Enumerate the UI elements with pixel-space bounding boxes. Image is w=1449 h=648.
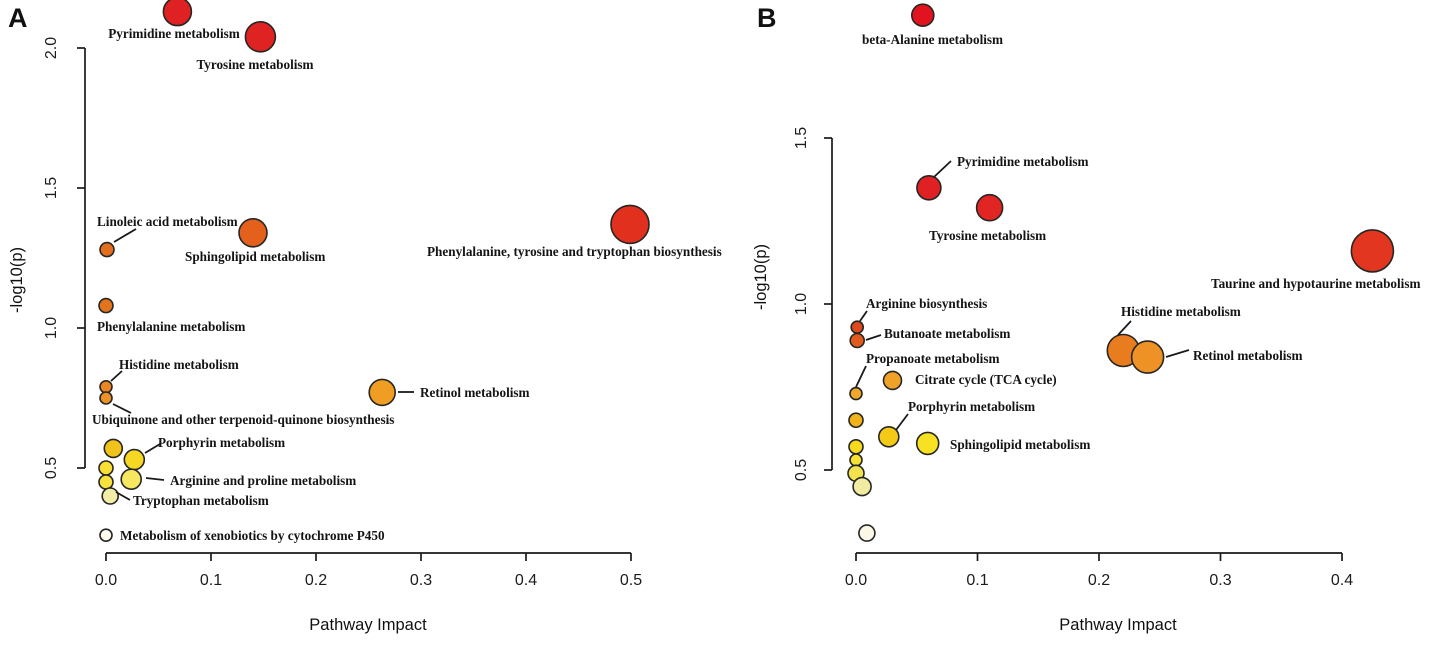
- bubble-pyrimidine-metabolism: [162, 0, 193, 27]
- x-axis-title: Pathway Impact: [1059, 616, 1177, 634]
- x-tick-label: 0.5: [620, 572, 642, 589]
- bubble-histidine-metabolism: [99, 379, 113, 394]
- label-histidine-metabolism: Histidine metabolism: [1121, 304, 1241, 319]
- label-sphingolipid-metabolism: Sphingolipid metabolism: [950, 437, 1090, 452]
- label-citrate-cycle-tca-cycle: Citrate cycle (TCA cycle): [915, 372, 1057, 387]
- label-tyrosine-metabolism: Tyrosine metabolism: [196, 57, 313, 72]
- y-tick-label: 0.5: [793, 459, 810, 481]
- bubble-ubiquinone-and-other-terpenoid-quinone-biosynthesis: [99, 391, 113, 405]
- label-pyrimidine-metabolism: Pyrimidine metabolism: [957, 154, 1089, 169]
- panel-a: A 0.5 1.0 1.5 2.0 -log10(p) 0.0 0.1 0.2 0.3 0.4 0.5…: [8, 0, 722, 634]
- label-metabolism-of-xenobiotics-by-cytochrome-p450: Metabolism of xenobiotics by cytochrome …: [120, 528, 385, 543]
- bubble-retinol-metabolism: [368, 378, 397, 407]
- leader-tryptophan-metabolism: [115, 491, 131, 501]
- x-tick-label: 0.3: [410, 572, 432, 589]
- bubble-phenylalanine-metabolism: [98, 297, 114, 314]
- bubble-tyrosine-metabolism: [244, 20, 277, 53]
- panel-letter-a: A: [8, 3, 28, 33]
- bubble-unlabeled-pathway: [849, 453, 863, 467]
- label-phenylalanine-tyrosine-and-tryptophan-biosynthesis: Phenylalanine, tyrosine and tryptophan b…: [427, 244, 722, 259]
- bubble-pyrimidine-metabolism: [916, 175, 942, 201]
- y-tick-label: 1.0: [43, 317, 60, 339]
- label-ubiquinone-and-other-terpenoid-quinone-biosynthesis: Ubiquinone and other terpenoid-quinone b…: [92, 412, 394, 427]
- bubble-porphyrin-metabolism: [877, 425, 900, 448]
- leader-histidine-metabolism: [1117, 320, 1132, 336]
- label-arginine-and-proline-metabolism: Arginine and proline metabolism: [170, 473, 356, 488]
- bubble-unlabeled-pathway: [98, 474, 114, 490]
- leader-ubiquinone-and-other-terpenoid-quinone-biosynthesis: [112, 403, 132, 414]
- x-tick-label: 0.0: [845, 572, 867, 589]
- bubble-unlabeled-pathway: [848, 412, 864, 429]
- label-butanoate-metabolism: Butanoate metabolism: [884, 326, 1010, 341]
- x-tick-label: 0.3: [1209, 572, 1231, 589]
- bubble-taurine-and-hypotaurine-metabolism: [1350, 229, 1395, 273]
- leader-histidine-metabolism: [110, 370, 123, 382]
- label-propanoate-metabolism: Propanoate metabolism: [866, 351, 999, 366]
- bubble-unlabeled-pathway: [98, 460, 114, 476]
- label-sphingolipid-metabolism: Sphingolipid metabolism: [185, 249, 325, 264]
- bubble-tyrosine-metabolism: [975, 193, 1004, 222]
- bubble-retinol-metabolism: [1130, 340, 1165, 374]
- bubble-tryptophan-metabolism: [101, 487, 119, 505]
- label-porphyrin-metabolism: Porphyrin metabolism: [158, 435, 285, 450]
- label-porphyrin-metabolism: Porphyrin metabolism: [908, 399, 1035, 414]
- y-axis-title: -log10(p): [752, 244, 770, 310]
- label-linoleic-acid-metabolism: Linoleic acid metabolism: [97, 214, 238, 229]
- bubble-sphingolipid-metabolism: [915, 431, 940, 456]
- x-tick-label: 0.2: [305, 572, 327, 589]
- y-tick-label: 1.5: [43, 177, 60, 199]
- panel-letter-b: B: [757, 3, 777, 33]
- x-tick-label: 0.4: [515, 572, 537, 589]
- bubble-propanoate-metabolism: [849, 386, 863, 401]
- bubble-citrate-cycle-tca-cycle: [882, 370, 903, 391]
- bubble-unlabeled-pathway: [852, 476, 872, 497]
- x-tick-label: 0.0: [95, 572, 117, 589]
- y-tick-label: 2.0: [43, 37, 60, 59]
- leader-butanoate-metabolism: [865, 334, 882, 341]
- label-phenylalanine-metabolism: Phenylalanine metabolism: [97, 319, 245, 334]
- leader-arginine-biosynthesis: [859, 310, 868, 322]
- x-tick-label: 0.4: [1331, 572, 1353, 589]
- label-beta-alanine-metabolism: beta-Alanine metabolism: [862, 32, 1003, 47]
- label-tyrosine-metabolism: Tyrosine metabolism: [929, 228, 1046, 243]
- bubble-unlabeled-pathway: [103, 438, 124, 459]
- label-retinol-metabolism: Retinol metabolism: [1193, 348, 1303, 363]
- bubble-phenylalanine-tyrosine-and-tryptophan-biosynthesis: [610, 204, 650, 245]
- leader-retinol-metabolism: [1165, 349, 1190, 358]
- bubble-metabolism-of-xenobiotics-by-cytochrome-p450: [99, 528, 113, 543]
- x-tick-label: 0.1: [966, 572, 988, 589]
- label-tryptophan-metabolism: Tryptophan metabolism: [133, 493, 269, 508]
- bubble-porphyrin-metabolism: [123, 448, 146, 471]
- x-tick-label: 0.1: [200, 572, 222, 589]
- panel-b: B 0.5 1.0 1.5 -log10(p) 0.0 0.1 0.2 0.3 0.4 Pathwa…: [752, 3, 1420, 634]
- bubble-unlabeled-pathway: [858, 524, 876, 542]
- x-axis-title: Pathway Impact: [309, 616, 427, 634]
- leader-propanoate-metabolism: [855, 365, 867, 388]
- leader-arginine-and-proline-metabolism: [145, 477, 165, 481]
- bubble-sphingolipid-metabolism: [238, 218, 268, 248]
- label-retinol-metabolism: Retinol metabolism: [420, 385, 530, 400]
- x-tick-label: 0.2: [1088, 572, 1110, 589]
- bubble-butanoate-metabolism: [849, 332, 866, 349]
- bubble-arginine-biosynthesis: [850, 320, 865, 335]
- label-taurine-and-hypotaurine-metabolism: Taurine and hypotaurine metabolism: [1211, 276, 1420, 291]
- y-tick-label: 1.0: [793, 293, 810, 315]
- label-pyrimidine-metabolism: Pyrimidine metabolism: [108, 26, 240, 41]
- label-histidine-metabolism: Histidine metabolism: [119, 357, 239, 372]
- bubble-unlabeled-pathway: [848, 438, 864, 455]
- y-tick-label: 0.5: [43, 457, 60, 479]
- bubble-arginine-and-proline-metabolism: [120, 468, 142, 491]
- bubble-beta-alanine-metabolism: [910, 3, 935, 27]
- leader-linoleic-acid-metabolism: [113, 228, 137, 243]
- leader-porphyrin-metabolism: [895, 413, 909, 431]
- leader-porphyrin-metabolism: [144, 443, 161, 454]
- leader-pyrimidine-metabolism: [933, 160, 952, 178]
- label-arginine-biosynthesis: Arginine biosynthesis: [866, 296, 987, 311]
- bubble-linoleic-acid-metabolism: [99, 241, 115, 258]
- y-tick-label: 1.5: [793, 127, 810, 149]
- y-axis-title: -log10(p): [8, 247, 26, 313]
